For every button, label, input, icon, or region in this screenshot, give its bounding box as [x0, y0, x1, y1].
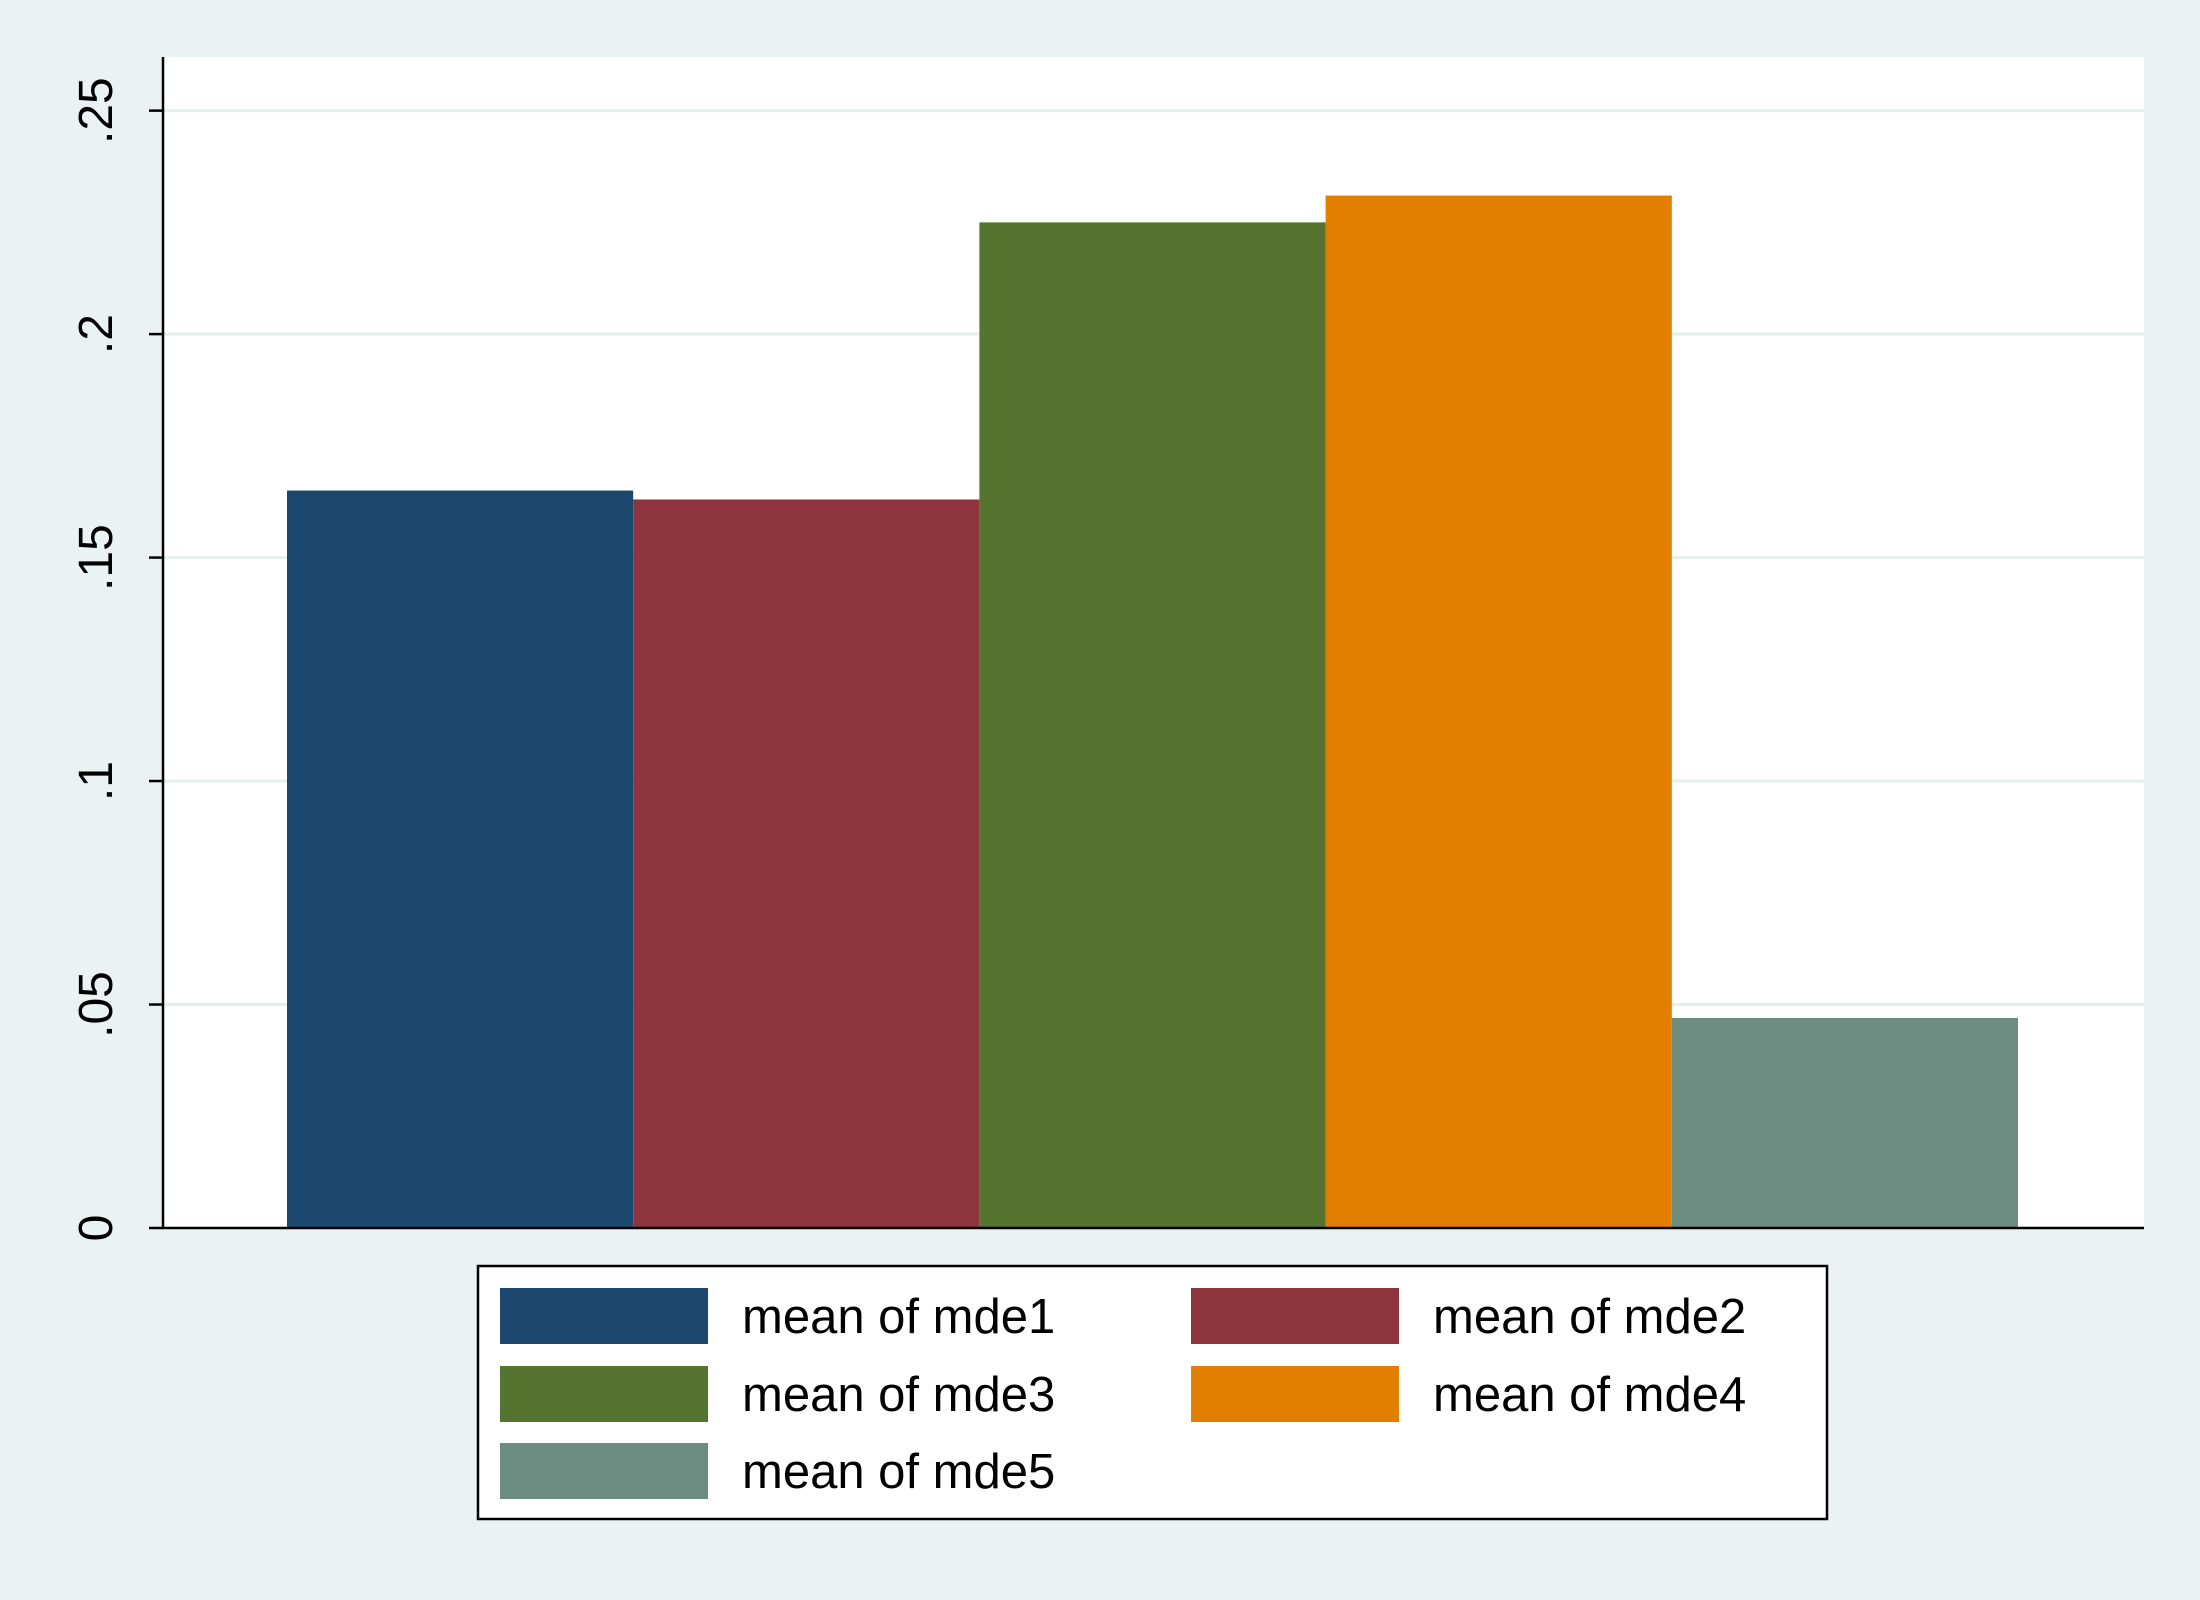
y-tick-label: .15 [70, 524, 123, 591]
bar-mde1 [287, 490, 634, 1228]
legend: mean of mde1 mean of mde2 mean of mde3 mean… [476, 1264, 1829, 1521]
legend-label-mde4: mean of mde4 [1433, 1368, 1746, 1422]
legend-swatch-mde5 [500, 1443, 708, 1499]
legend-swatch-mde1 [500, 1288, 708, 1344]
legend-swatch-mde4 [1191, 1366, 1399, 1422]
bar-mde4 [1325, 195, 1672, 1228]
y-tick-label: .1 [70, 761, 123, 801]
y-tick-label: .25 [70, 77, 123, 144]
axes [161, 57, 2144, 1230]
bar-mde2 [633, 499, 980, 1228]
legend-label-mde5: mean of mde5 [742, 1445, 1055, 1499]
y-tick-label: .2 [70, 314, 123, 354]
legend-swatch-mde2 [1191, 1288, 1399, 1344]
legend-label-mde3: mean of mde3 [742, 1368, 1055, 1422]
legend-label-mde2: mean of mde2 [1433, 1290, 1746, 1344]
legend-label-mde1: mean of mde1 [742, 1290, 1055, 1344]
legend-swatch-mde3 [500, 1366, 708, 1422]
y-ticks: 0 .05 .1 .15 .2 .25 [70, 77, 163, 1241]
bars [287, 195, 2018, 1228]
y-tick-label: .05 [70, 971, 123, 1038]
bar-mde3 [979, 222, 1326, 1228]
bar-mde5 [1671, 1017, 2018, 1228]
y-tick-label: 0 [70, 1215, 123, 1242]
